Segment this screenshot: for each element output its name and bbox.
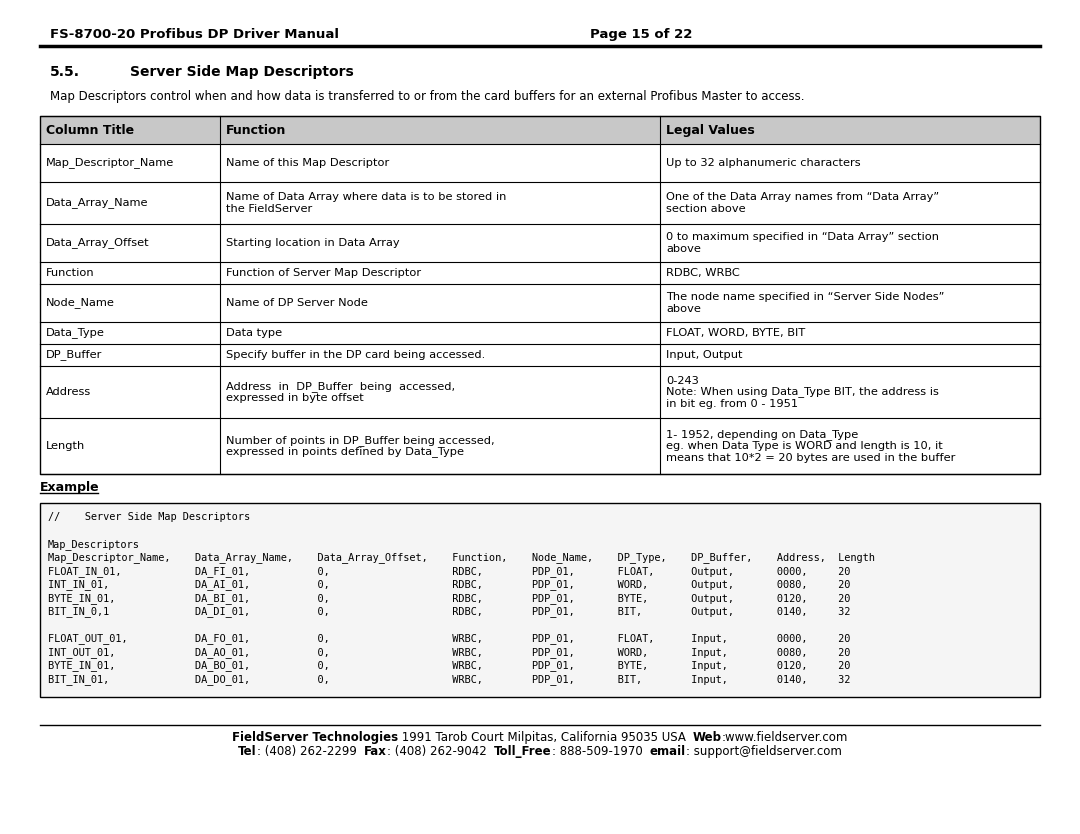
Text: Address  in  DP_Buffer  being  accessed,: Address in DP_Buffer being accessed,: [226, 381, 455, 392]
Text: FLOAT_IN_01,            DA_FI_01,           0,                    RDBC,        P: FLOAT_IN_01, DA_FI_01, 0, RDBC, P: [48, 566, 850, 577]
Bar: [40, 144, 1040, 182]
Text: Data_Array_Offset: Data_Array_Offset: [46, 238, 150, 249]
Text: The node name specified in “Server Side Nodes”: The node name specified in “Server Side …: [666, 292, 944, 302]
Text: : support@fieldserver.com: : support@fieldserver.com: [686, 745, 842, 758]
Text: One of the Data Array names from “Data Array”: One of the Data Array names from “Data A…: [666, 193, 940, 203]
Text: the FieldServer: the FieldServer: [226, 203, 312, 214]
Text: Starting location in Data Array: Starting location in Data Array: [226, 238, 400, 248]
Text: INT_IN_01,              DA_AI_01,           0,                    RDBC,        P: INT_IN_01, DA_AI_01, 0, RDBC, P: [48, 580, 850, 590]
Text: FLOAT_OUT_01,           DA_FO_01,           0,                    WRBC,        P: FLOAT_OUT_01, DA_FO_01, 0, WRBC, P: [48, 634, 850, 645]
Text: 5.5.: 5.5.: [50, 65, 80, 79]
Text: Node_Name: Node_Name: [46, 298, 114, 309]
Text: Address: Address: [46, 387, 91, 397]
Text: above: above: [666, 244, 701, 254]
Text: Example: Example: [40, 480, 99, 494]
Text: FieldServer Technologies: FieldServer Technologies: [231, 731, 397, 744]
Bar: [40, 503, 1040, 696]
Text: Specify buffer in the DP card being accessed.: Specify buffer in the DP card being acce…: [226, 350, 485, 360]
Text: Function of Server Map Descriptor: Function of Server Map Descriptor: [226, 268, 421, 278]
Text: means that 10*2 = 20 bytes are used in the buffer: means that 10*2 = 20 bytes are used in t…: [666, 453, 956, 463]
Text: BYTE_IN_01,             DA_BI_01,           0,                    RDBC,        P: BYTE_IN_01, DA_BI_01, 0, RDBC, P: [48, 593, 850, 604]
Text: eg. when Data Type is WORD and length is 10, it: eg. when Data Type is WORD and length is…: [666, 441, 943, 451]
Text: Up to 32 alphanumeric characters: Up to 32 alphanumeric characters: [666, 158, 861, 168]
Text: BYTE_IN_01,             DA_BO_01,           0,                    WRBC,        P: BYTE_IN_01, DA_BO_01, 0, WRBC, P: [48, 661, 850, 671]
Text: : 888-509-1970: : 888-509-1970: [552, 745, 650, 758]
Text: FS-8700-20 Profibus DP Driver Manual: FS-8700-20 Profibus DP Driver Manual: [50, 28, 339, 41]
Text: RDBC, WRBC: RDBC, WRBC: [666, 268, 740, 278]
Text: : (408) 262-2299: : (408) 262-2299: [257, 745, 364, 758]
Text: Number of points in DP_Buffer being accessed,: Number of points in DP_Buffer being acce…: [226, 435, 495, 445]
Text: Map_Descriptor_Name,    Data_Array_Name,    Data_Array_Offset,    Function,    N: Map_Descriptor_Name, Data_Array_Name, Da…: [48, 552, 875, 564]
Text: Name of DP Server Node: Name of DP Server Node: [226, 298, 368, 308]
Text: 0 to maximum specified in “Data Array” section: 0 to maximum specified in “Data Array” s…: [666, 232, 939, 242]
Text: : (408) 262-9042: : (408) 262-9042: [387, 745, 495, 758]
Bar: [40, 224, 1040, 262]
Text: INT_OUT_01,             DA_AO_01,           0,                    WRBC,        P: INT_OUT_01, DA_AO_01, 0, WRBC, P: [48, 647, 850, 658]
Bar: [40, 418, 1040, 474]
Text: Map Descriptors control when and how data is transferred to or from the card buf: Map Descriptors control when and how dat…: [50, 89, 805, 103]
Text: BIT_IN_0,1              DA_DI_01,           0,                    RDBC,        P: BIT_IN_0,1 DA_DI_01, 0, RDBC, P: [48, 606, 850, 617]
Text: Input, Output: Input, Output: [666, 350, 743, 360]
Text: 0-243: 0-243: [666, 375, 699, 385]
Text: Web: Web: [693, 731, 723, 744]
Bar: [40, 262, 1040, 284]
Text: Legal Values: Legal Values: [666, 123, 755, 137]
Text: expressed in byte offset: expressed in byte offset: [226, 393, 364, 403]
Text: 1991 Tarob Court Milpitas, California 95035 USA: 1991 Tarob Court Milpitas, California 95…: [397, 731, 693, 744]
Text: Data_Type: Data_Type: [46, 328, 105, 339]
Text: Map_Descriptor_Name: Map_Descriptor_Name: [46, 158, 174, 168]
Text: in bit eg. from 0 - 1951: in bit eg. from 0 - 1951: [666, 399, 798, 409]
Bar: [40, 322, 1040, 344]
Text: Column Title: Column Title: [46, 123, 134, 137]
Text: Fax: Fax: [364, 745, 387, 758]
Bar: [40, 182, 1040, 224]
Text: above: above: [666, 304, 701, 314]
Text: BIT_IN_01,              DA_DO_01,           0,                    WRBC,        P: BIT_IN_01, DA_DO_01, 0, WRBC, P: [48, 674, 850, 685]
Text: :www.fieldserver.com: :www.fieldserver.com: [723, 731, 849, 744]
Text: 1- 1952, depending on Data_Type: 1- 1952, depending on Data_Type: [666, 429, 859, 440]
Text: Function: Function: [226, 123, 286, 137]
Text: //    Server Side Map Descriptors: // Server Side Map Descriptors: [48, 512, 251, 522]
Bar: [40, 116, 1040, 474]
Text: Page 15 of 22: Page 15 of 22: [590, 28, 692, 41]
Text: Data_Array_Name: Data_Array_Name: [46, 198, 149, 208]
Text: Data type: Data type: [226, 328, 282, 338]
Text: Map_Descriptors: Map_Descriptors: [48, 539, 140, 550]
Text: Length: Length: [46, 441, 85, 451]
Text: email: email: [650, 745, 686, 758]
Text: FLOAT, WORD, BYTE, BIT: FLOAT, WORD, BYTE, BIT: [666, 328, 806, 338]
Bar: [40, 116, 1040, 144]
Text: Server Side Map Descriptors: Server Side Map Descriptors: [130, 65, 354, 79]
Bar: [40, 284, 1040, 322]
Bar: [40, 366, 1040, 418]
Text: Note: When using Data_Type BIT, the address is: Note: When using Data_Type BIT, the addr…: [666, 386, 939, 398]
Text: Name of this Map Descriptor: Name of this Map Descriptor: [226, 158, 389, 168]
Bar: [40, 344, 1040, 366]
Text: Name of Data Array where data is to be stored in: Name of Data Array where data is to be s…: [226, 193, 507, 203]
Text: DP_Buffer: DP_Buffer: [46, 349, 103, 360]
Text: Toll_Free: Toll_Free: [495, 745, 552, 758]
Text: section above: section above: [666, 203, 745, 214]
Text: Function: Function: [46, 268, 95, 278]
Text: expressed in points defined by Data_Type: expressed in points defined by Data_Type: [226, 446, 464, 457]
Text: Tel: Tel: [238, 745, 257, 758]
